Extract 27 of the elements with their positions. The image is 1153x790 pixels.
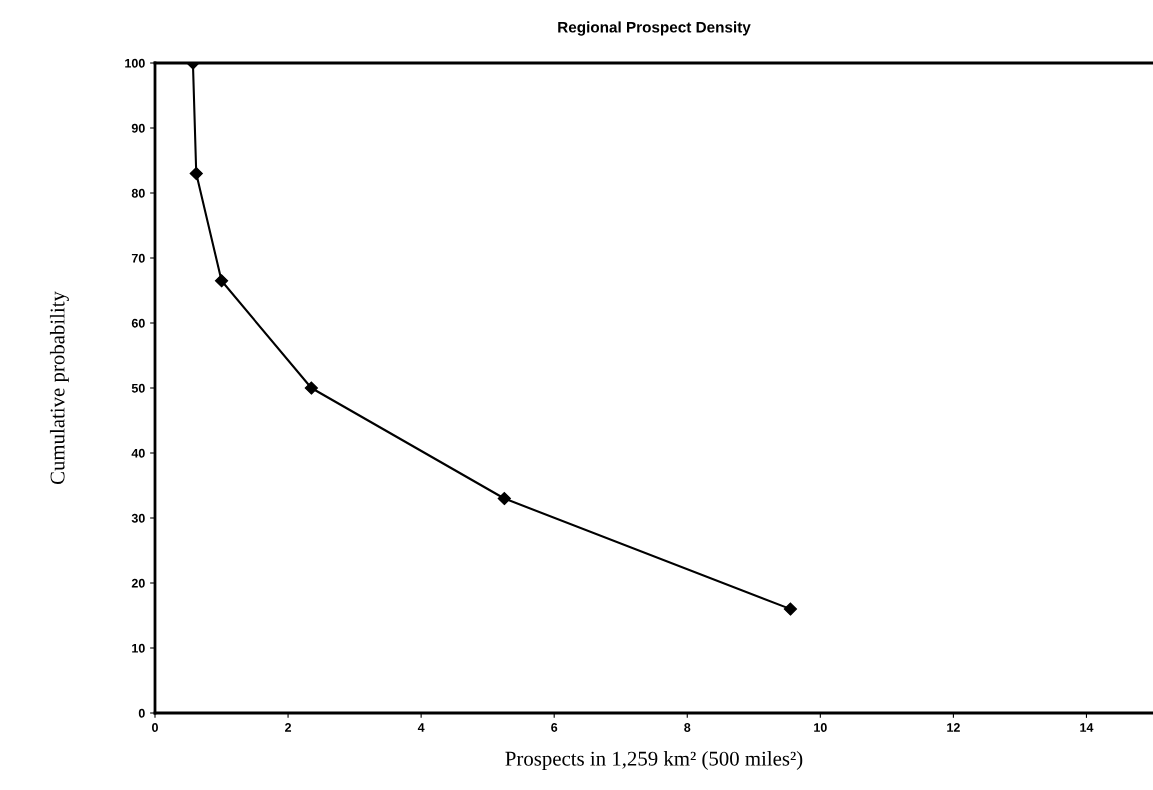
x-tick-label: 8 <box>684 723 691 732</box>
y-tick-label: 90 <box>131 123 145 133</box>
y-axis-title: Cumulative probability <box>49 291 69 485</box>
x-tick-label: 10 <box>814 723 827 732</box>
x-tick-label: 14 <box>1080 723 1094 732</box>
y-tick-label: 0 <box>138 708 145 718</box>
point <box>214 274 229 288</box>
x-tick-label: 6 <box>551 723 558 732</box>
point <box>189 166 203 181</box>
y-tick-label: 40 <box>131 448 145 458</box>
point <box>304 381 318 395</box>
point <box>497 491 511 506</box>
y-tick-label: 20 <box>131 578 145 588</box>
y-tick-label: 70 <box>131 253 145 263</box>
y-tick-label: 80 <box>131 188 145 198</box>
y-tick-label: 100 <box>125 58 145 68</box>
x-tick-label: 2 <box>285 723 292 732</box>
x-axis-title: Prospects in 1,259 km² (500 miles²) <box>505 751 803 770</box>
y-tick-label: 10 <box>132 643 145 653</box>
chart-title: Regional Prospect Density <box>558 21 751 36</box>
x-tick-label: 12 <box>947 723 960 732</box>
y-tick-label: 30 <box>131 513 145 523</box>
point <box>783 602 797 616</box>
y-tick-label: 60 <box>131 318 145 328</box>
y-tick-label: 50 <box>131 383 145 393</box>
x-tick-label: 4 <box>417 723 425 732</box>
x-tick-label: 0 <box>152 723 158 732</box>
